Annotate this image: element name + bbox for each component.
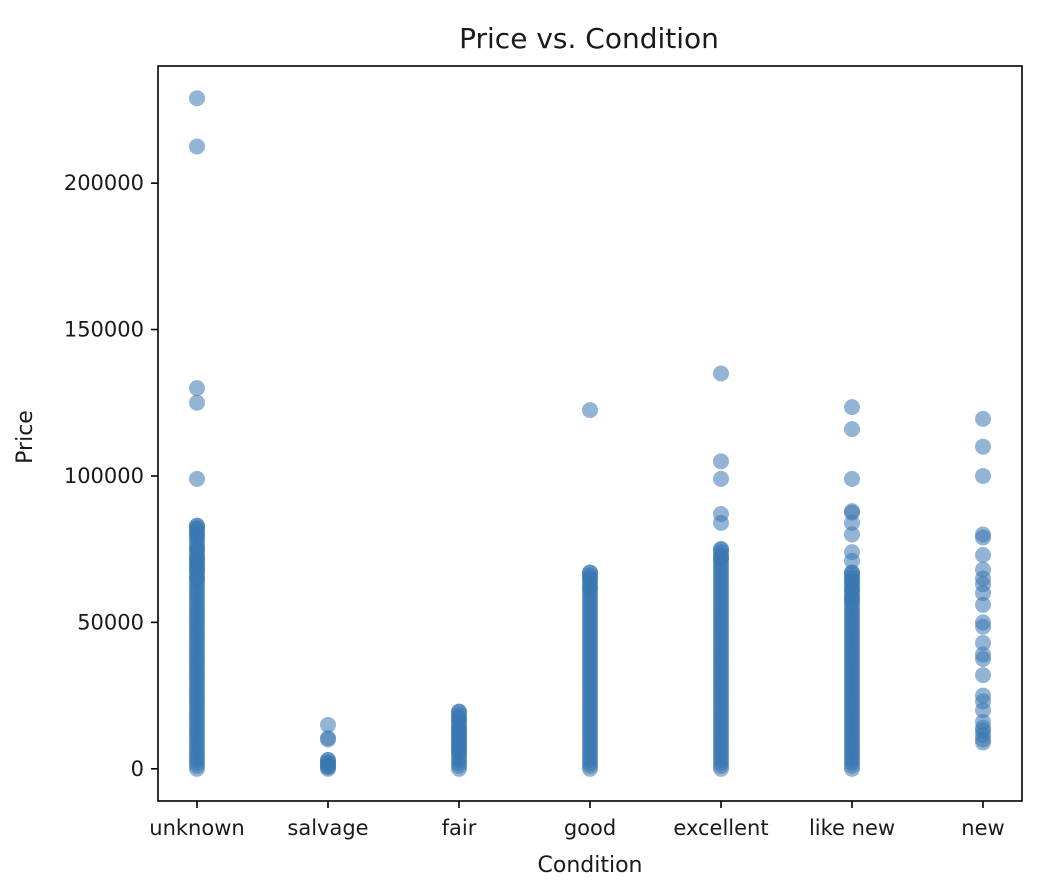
data-point bbox=[320, 716, 336, 733]
data-point bbox=[451, 743, 467, 760]
data-point bbox=[713, 470, 729, 487]
data-point bbox=[975, 585, 991, 602]
x-tick-label: like new bbox=[809, 816, 895, 840]
x-axis: unknown salvage fair good excellent like new n… bbox=[149, 801, 1005, 840]
data-point bbox=[582, 402, 598, 419]
data-point bbox=[975, 529, 991, 546]
data-point bbox=[844, 526, 860, 543]
data-point bbox=[975, 547, 991, 564]
y-axis-label: Price bbox=[13, 410, 38, 464]
chart-title: Price vs. Condition bbox=[459, 22, 719, 55]
data-point bbox=[189, 470, 205, 487]
data-point bbox=[189, 394, 205, 411]
data-point bbox=[975, 667, 991, 684]
data-point bbox=[844, 399, 860, 416]
data-point bbox=[975, 410, 991, 427]
data-point bbox=[713, 365, 729, 382]
data-point bbox=[582, 579, 598, 596]
data-point bbox=[320, 759, 336, 776]
data-point bbox=[189, 570, 205, 587]
x-tick-label: good bbox=[564, 816, 616, 840]
data-point bbox=[844, 514, 860, 531]
data-points bbox=[189, 90, 991, 777]
y-axis: 0 50000 100000 150000 200000 bbox=[64, 171, 158, 781]
data-point bbox=[844, 590, 860, 607]
data-point bbox=[189, 526, 205, 543]
data-point bbox=[844, 421, 860, 438]
data-point bbox=[975, 438, 991, 455]
x-tick-label: new bbox=[961, 816, 1004, 840]
y-tick-label: 50000 bbox=[77, 610, 144, 634]
data-point bbox=[189, 90, 205, 107]
data-point bbox=[975, 467, 991, 484]
data-point bbox=[975, 650, 991, 667]
data-point bbox=[975, 596, 991, 613]
data-point bbox=[189, 138, 205, 155]
x-tick-label: unknown bbox=[149, 816, 244, 840]
x-axis-label: Condition bbox=[538, 853, 643, 878]
data-point bbox=[189, 380, 205, 397]
data-point bbox=[975, 618, 991, 635]
data-point bbox=[713, 549, 729, 566]
data-point bbox=[975, 734, 991, 751]
y-tick-label: 150000 bbox=[64, 318, 144, 342]
data-point bbox=[975, 702, 991, 719]
data-point bbox=[844, 552, 860, 569]
data-point bbox=[844, 470, 860, 487]
data-point bbox=[713, 453, 729, 470]
y-tick-label: 0 bbox=[131, 757, 144, 781]
x-tick-label: salvage bbox=[287, 816, 368, 840]
y-tick-label: 200000 bbox=[64, 171, 144, 195]
y-tick-label: 100000 bbox=[64, 464, 144, 488]
x-tick-label: fair bbox=[442, 816, 477, 840]
x-tick-label: excellent bbox=[673, 816, 768, 840]
data-point bbox=[320, 731, 336, 748]
data-point bbox=[713, 514, 729, 531]
data-point bbox=[975, 634, 991, 651]
